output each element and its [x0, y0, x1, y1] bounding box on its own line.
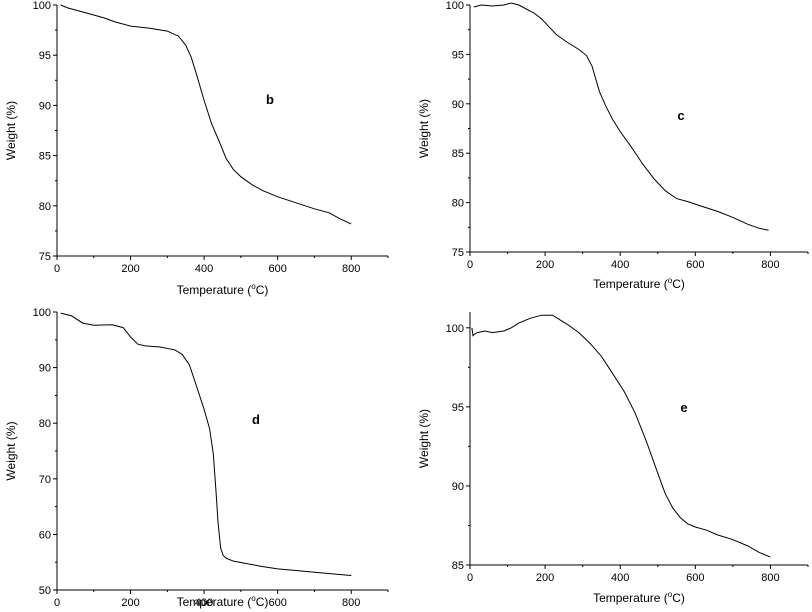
panel-label: e — [680, 400, 687, 415]
y-axis-title: Weight (%) — [417, 409, 431, 468]
x-tick-label: 400 — [195, 263, 213, 275]
y-tick-label: 50 — [39, 585, 51, 597]
y-tick-label: 100 — [33, 0, 51, 12]
x-tick-label: 600 — [268, 597, 286, 609]
y-tick-label: 80 — [39, 201, 51, 213]
x-tick-label: 0 — [467, 259, 473, 271]
y-tick-label: 75 — [452, 247, 464, 259]
x-tick-label: 800 — [761, 259, 779, 271]
y-tick-label: 95 — [39, 50, 51, 62]
y-tick-label: 100 — [33, 307, 51, 319]
x-tick-label: 200 — [121, 597, 139, 609]
x-tick-label: 800 — [761, 572, 779, 584]
y-tick-label: 100 — [446, 323, 464, 335]
x-tick-label: 600 — [268, 263, 286, 275]
y-tick-label: 95 — [452, 402, 464, 414]
y-tick-label: 70 — [39, 474, 51, 486]
y-tick-label: 100 — [446, 0, 464, 12]
y-axis-title: Weight (%) — [4, 101, 18, 160]
y-tick-label: 85 — [452, 560, 464, 572]
chart-panel-e: 85 90 95 100 0 200 400 600 800 Temperature (oC) We… — [417, 312, 809, 605]
x-tick-label: 600 — [686, 572, 704, 584]
x-tick-label: 200 — [536, 572, 554, 584]
panel-label: c — [677, 108, 684, 123]
x-tick-label: 600 — [686, 259, 704, 271]
x-tick-label: 400 — [195, 597, 213, 609]
y-tick-label: 85 — [39, 151, 51, 163]
panel-label: d — [252, 412, 260, 427]
y-tick-label: 95 — [452, 49, 464, 61]
y-tick-label: 85 — [452, 148, 464, 160]
x-tick-label: 0 — [54, 597, 60, 609]
x-axis-title: Temperature (oC) — [593, 590, 685, 605]
x-tick-label: 400 — [611, 572, 629, 584]
y-tick-label: 90 — [452, 99, 464, 111]
y-tick-label: 90 — [39, 363, 51, 375]
x-axis-title: Temperature (oC) — [177, 282, 269, 297]
y-tick-label: 90 — [452, 481, 464, 493]
x-axis-title: Temperature (oC) — [593, 276, 685, 291]
series-line-c — [473, 2, 769, 231]
x-tick-label: 0 — [467, 572, 473, 584]
series-line-b — [60, 4, 352, 225]
x-tick-label: 800 — [342, 263, 360, 275]
x-tick-label: 400 — [611, 259, 629, 271]
x-tick-label: 200 — [121, 263, 139, 275]
chart-panel-b: 75 80 85 90 95 100 0 200 400 600 800 Temperature (o… — [4, 0, 389, 297]
series-line-e — [471, 314, 771, 558]
x-tick-label: 0 — [54, 263, 60, 275]
chart-panel-c: 75 80 85 90 95 100 0 200 400 600 800 Temperature (o… — [417, 0, 809, 291]
chart-panel-d: 50 60 70 80 90 100 0 200 400 600 800 Temperature (o… — [4, 307, 389, 609]
x-axis-title: Temperature (oC) — [177, 594, 269, 609]
y-tick-label: 80 — [452, 198, 464, 210]
y-tick-label: 75 — [39, 251, 51, 263]
panel-label: b — [266, 92, 274, 107]
y-axis-title: Weight (%) — [417, 99, 431, 158]
y-axis-title: Weight (%) — [4, 421, 18, 480]
y-tick-label: 90 — [39, 100, 51, 112]
y-tick-label: 60 — [39, 529, 51, 541]
x-tick-label: 800 — [342, 597, 360, 609]
x-tick-label: 200 — [536, 259, 554, 271]
y-tick-label: 80 — [39, 418, 51, 430]
series-line-d — [60, 312, 352, 576]
